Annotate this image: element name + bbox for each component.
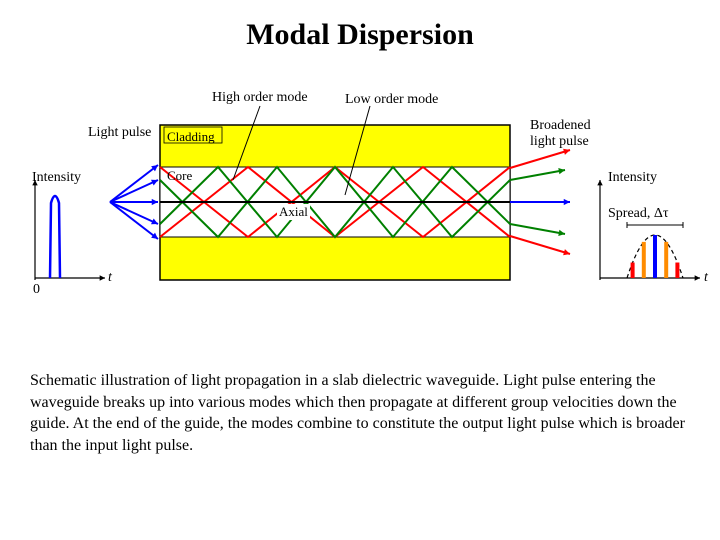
label-t-right: t <box>704 270 708 286</box>
page-title: Modal Dispersion <box>0 0 720 52</box>
label-cladding: Cladding <box>167 129 215 145</box>
label-axial: Axial <box>277 204 310 220</box>
diagram-stage: High order mode Low order mode Light pul… <box>0 60 720 350</box>
label-intensity-right: Intensity <box>608 170 657 186</box>
label-light-pulse: Light pulse <box>88 125 151 141</box>
label-intensity-left: Intensity <box>32 170 81 186</box>
label-zero: 0 <box>33 282 40 298</box>
caption-text: Schematic illustration of light propagat… <box>30 370 690 456</box>
label-broadened: Broadened light pulse <box>530 118 591 150</box>
label-core: Core <box>167 168 192 184</box>
label-high-order: High order mode <box>212 90 308 106</box>
label-low-order: Low order mode <box>345 92 438 108</box>
label-t-left: t <box>108 270 112 286</box>
label-spread: Spread, Δτ <box>608 206 669 222</box>
